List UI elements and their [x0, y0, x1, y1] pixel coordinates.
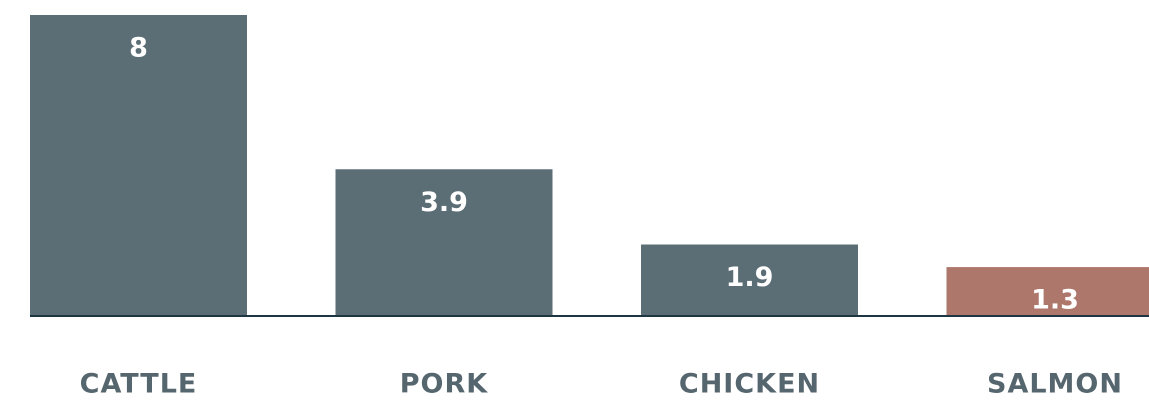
value-label: 1.3 [1031, 285, 1079, 316]
bar [30, 15, 247, 316]
category-label: CHICKEN [679, 369, 820, 400]
bar [641, 244, 858, 316]
category-label: SALMON [987, 369, 1123, 400]
value-label: 1.9 [726, 262, 774, 293]
category-label: CATTLE [80, 369, 198, 400]
bar [335, 169, 553, 316]
value-label: 3.9 [420, 187, 468, 218]
bar [946, 267, 1149, 316]
category-label: PORK [400, 369, 489, 400]
value-label: 8 [129, 33, 148, 64]
